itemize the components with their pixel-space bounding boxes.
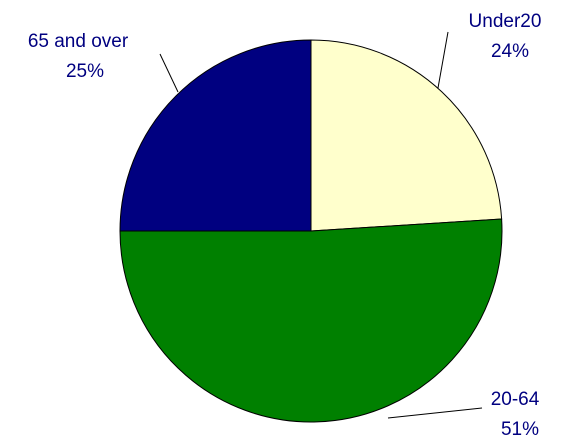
- slice-value-label: 24%: [491, 41, 529, 62]
- slice-label: 20-64: [491, 389, 540, 410]
- pie-slice: [310, 39, 503, 232]
- pie: [119, 39, 503, 423]
- slice-label: 65 and over: [28, 31, 129, 52]
- slice-value-label: 25%: [66, 61, 104, 82]
- leader-line: [437, 31, 449, 89]
- slice-label: Under20: [469, 11, 542, 32]
- pie-slice: [119, 39, 312, 232]
- slice-value-label: 51%: [501, 419, 539, 440]
- leader-line: [159, 53, 179, 93]
- leader-line: [387, 407, 483, 419]
- pie-slice: [119, 218, 503, 423]
